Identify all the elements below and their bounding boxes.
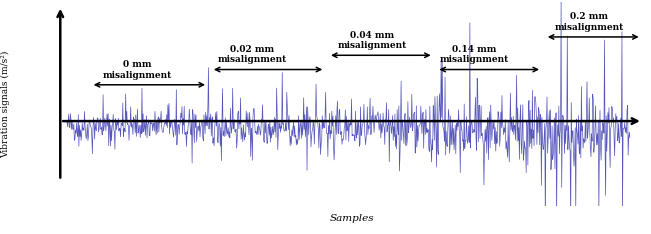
Text: 0.2 mm
misalignment: 0.2 mm misalignment	[554, 12, 624, 32]
Text: 0 mm
misalignment: 0 mm misalignment	[103, 60, 173, 80]
Text: Vibration signals (m/s²): Vibration signals (m/s²)	[1, 51, 10, 158]
Text: 0.14 mm
misalignment: 0.14 mm misalignment	[440, 45, 509, 64]
Text: 0.04 mm
misalignment: 0.04 mm misalignment	[337, 31, 407, 50]
Text: Samples: Samples	[329, 214, 374, 223]
Text: 0.02 mm
misalignment: 0.02 mm misalignment	[217, 45, 286, 64]
